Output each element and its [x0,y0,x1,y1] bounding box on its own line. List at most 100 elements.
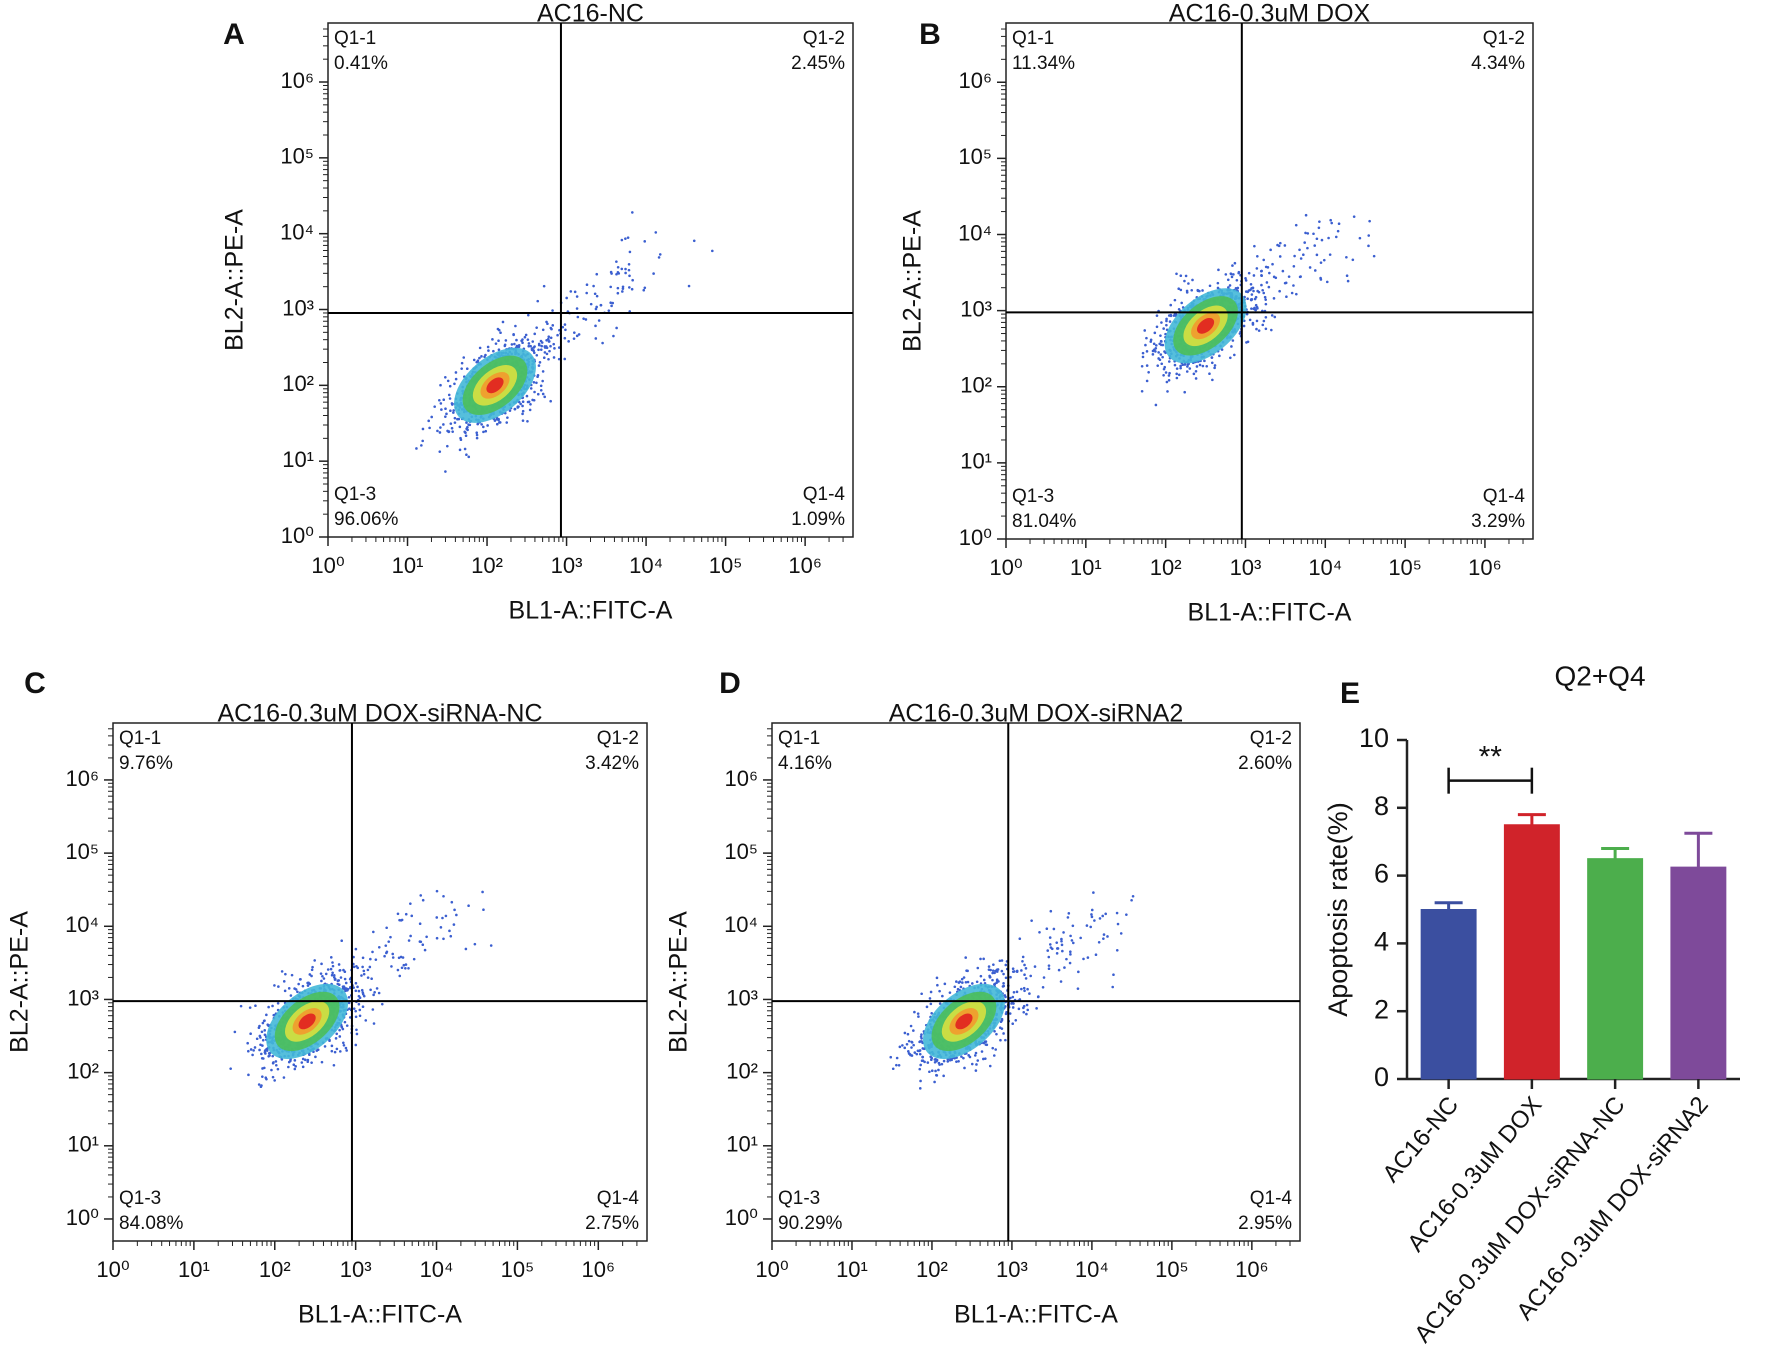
density-dot [933,1080,936,1084]
density-dot [905,1042,909,1046]
bar [1587,858,1644,1080]
density-dot [1057,968,1061,972]
y-axis-label: BL2-A::PE-A [665,911,693,1053]
density-dot [334,1037,338,1040]
density-dot [925,1005,929,1009]
density-dot [601,341,604,345]
density-dot [459,438,463,442]
density-dot [412,957,416,961]
density-dot [1009,975,1012,979]
significance-label: ** [1479,741,1503,774]
density-dot [436,429,439,433]
density-dot [1024,977,1028,980]
density-dot [903,1031,907,1035]
y-tick-label: 10⁶ [65,766,99,791]
density-dot [1060,943,1064,947]
density-dot [465,367,469,371]
density-dot [998,959,1002,963]
density-dot [397,956,401,960]
density-dot [338,1035,342,1038]
density-dot [296,990,299,994]
density-dot [1149,340,1153,343]
density-dot [366,976,370,979]
density-dot [1066,916,1070,919]
quadrant-percent: 3.29% [1471,511,1525,532]
x-tick-label: 10⁵ [1388,555,1422,580]
density-dot [322,977,326,980]
density-dot [1025,1003,1029,1007]
density-dot [1140,364,1144,368]
density-dot [1281,269,1285,273]
density-dot [1153,331,1157,335]
density-dot [920,1059,924,1062]
density-dot [934,1058,937,1061]
density-dot [940,1062,944,1066]
x-tick-label: 10⁶ [1468,555,1502,580]
density-dot [976,966,980,970]
density-dot [442,937,445,941]
density-dot [1346,279,1350,283]
density-dot [567,340,570,343]
density-dot [1195,365,1199,368]
density-dot [1183,390,1187,394]
density-dot [442,894,445,898]
density-core [486,377,504,394]
x-tick-label: 10² [471,553,503,578]
density-dot [1319,278,1323,281]
density-dot [1306,246,1309,250]
density-dot [513,407,517,411]
density-dot [1156,364,1160,367]
density-dot [971,982,974,985]
x-tick-label: 10⁴ [1308,555,1342,580]
density-dot [287,1065,290,1069]
density-dot [1216,281,1220,285]
density-dot [1025,1012,1028,1016]
density-dot [264,1076,268,1080]
density-dot [1143,329,1147,332]
density-dot [529,344,532,348]
density-dot [1000,1027,1004,1030]
density-dot [372,1022,376,1025]
density-dot [1067,912,1071,915]
density-dot [993,1029,996,1033]
density-dot [344,981,348,985]
density-dot [1253,244,1256,248]
density-dot [1090,913,1093,916]
density-dot [1002,984,1006,988]
density-dot [270,1068,273,1072]
density-dot [543,395,546,399]
density-dot [991,969,995,972]
density-dot [1276,243,1279,247]
bar [1503,824,1560,1080]
density-dot [1152,342,1156,346]
density-dot [1194,369,1198,373]
density-dot [535,353,539,357]
density-dot [369,957,372,961]
density-dot [1250,293,1254,296]
density-dot [936,983,939,987]
density-dot [1304,213,1308,217]
density-dot [1077,970,1080,974]
density-dot [1191,278,1194,282]
density-dot [427,419,430,423]
density-dot [320,962,323,966]
x-tick-label: 10³ [551,553,583,578]
density-dot [345,1049,348,1052]
density-dot [557,346,561,349]
density-dot [964,980,968,984]
density-dot [396,968,400,972]
x-tick-label: 10² [916,1257,948,1282]
density-dot [929,990,933,994]
density-dot [425,935,428,939]
density-dot [1023,973,1026,977]
density-dot [409,934,412,938]
density-dot [1106,935,1109,938]
density-dot [687,284,691,288]
density-dot [1049,909,1053,913]
density-dot [1295,292,1298,296]
density-dot [1012,990,1016,994]
y-tick-label: 10⁴ [65,912,99,937]
density-dot [439,402,443,405]
density-dot [1166,390,1169,393]
density-dot [989,968,992,972]
